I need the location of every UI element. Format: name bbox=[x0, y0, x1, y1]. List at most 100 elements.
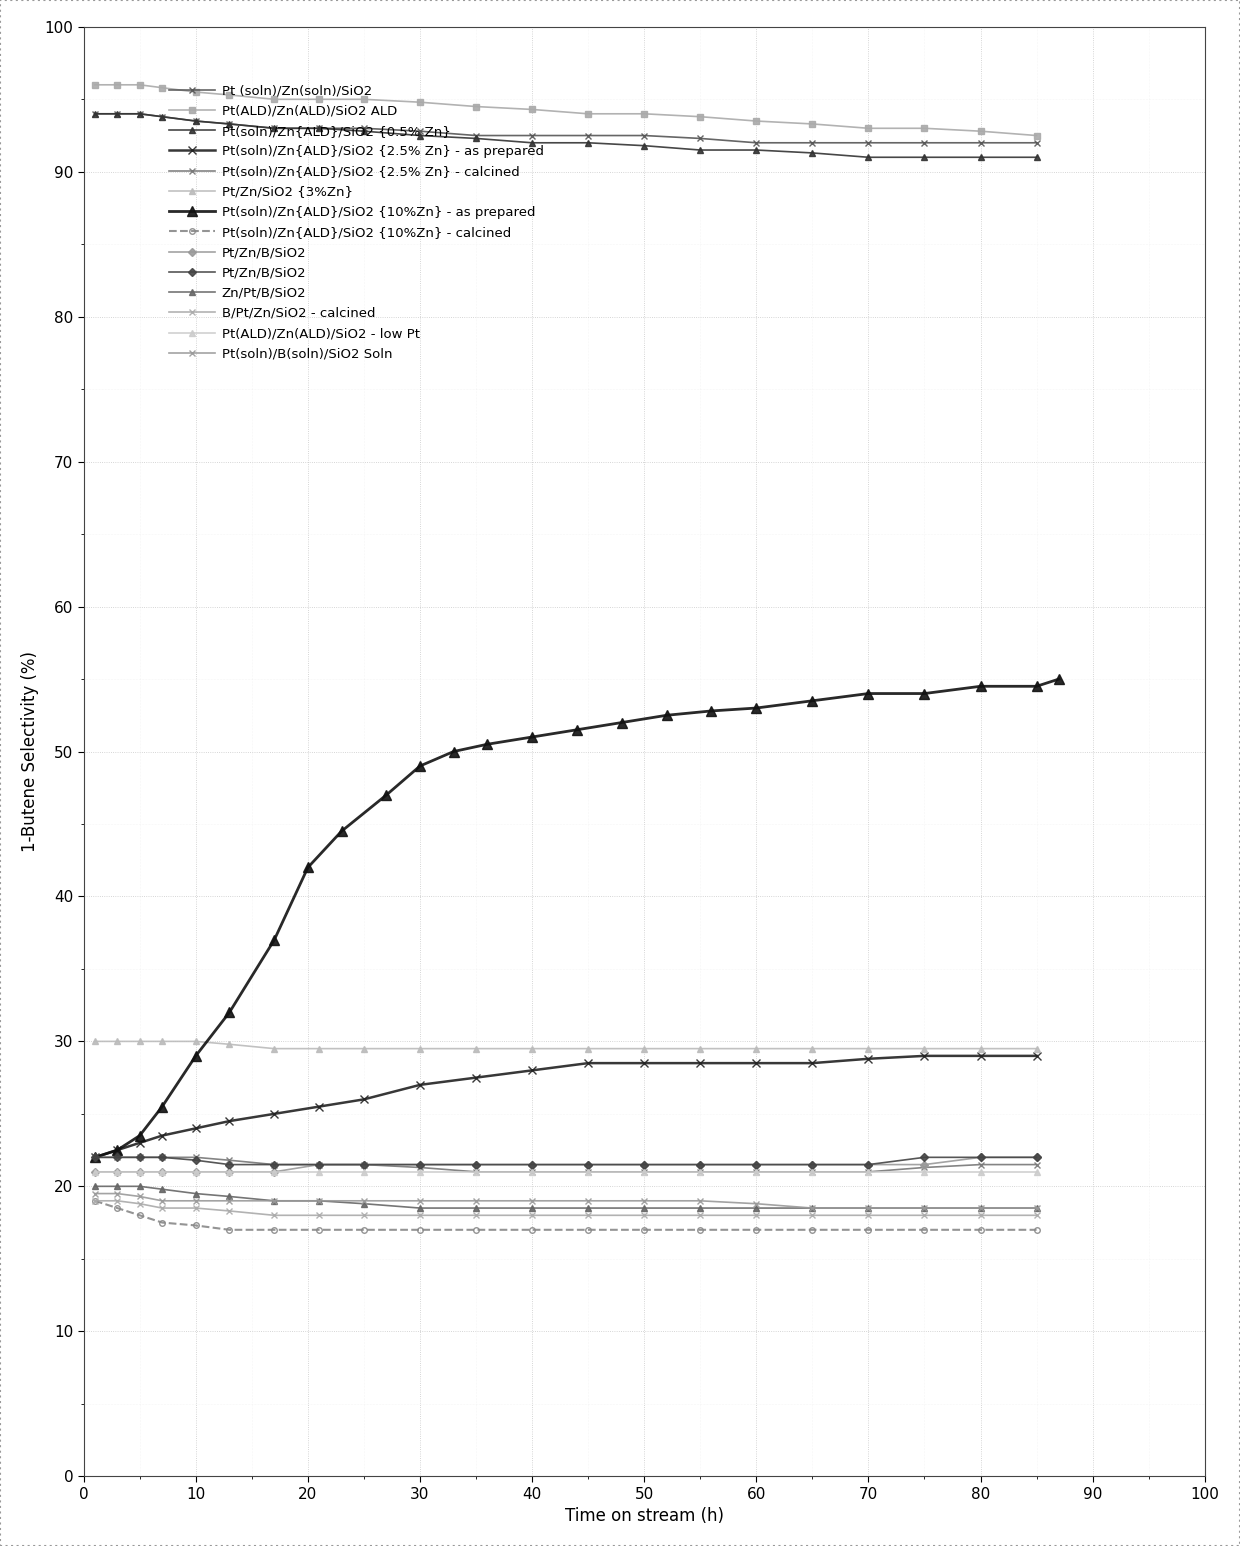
Pt(soln)/Zn{ALD}/SiO2 {2.5% Zn} - calcined bbox=[469, 1163, 484, 1181]
Zn/Pt/B/SiO2 bbox=[580, 1198, 595, 1217]
Pt/Zn/B/SiO2 bbox=[918, 1155, 932, 1173]
Pt(soln)/Zn{ALD}/SiO2 {10%Zn} - calcined bbox=[861, 1220, 875, 1238]
Pt(soln)/B(soln)/SiO2 Soln bbox=[88, 1184, 103, 1203]
Pt(soln)/Zn{ALD}/SiO2 {10%Zn} - as prepared bbox=[918, 685, 932, 703]
Pt/Zn/B/SiO2 bbox=[749, 1155, 764, 1173]
Pt(ALD)/Zn(ALD)/SiO2 - low Pt bbox=[918, 1163, 932, 1181]
Pt(soln)/Zn{ALD}/SiO2 {10%Zn} - as prepared bbox=[413, 756, 428, 775]
Pt(ALD)/Zn(ALD)/SiO2 ALD bbox=[222, 85, 237, 104]
Pt(soln)/Zn{ALD}/SiO2 {0.5% Zn} bbox=[1029, 148, 1044, 167]
Pt(soln)/Zn{ALD}/SiO2 {2.5% Zn} - as prepared bbox=[188, 1119, 203, 1138]
Pt(soln)/Zn{ALD}/SiO2 {2.5% Zn} - as prepared bbox=[525, 1061, 539, 1079]
Pt(ALD)/Zn(ALD)/SiO2 ALD bbox=[110, 76, 125, 94]
Pt(soln)/Zn{ALD}/SiO2 {2.5% Zn} - as prepared bbox=[469, 1068, 484, 1087]
B/Pt/Zn/SiO2 - calcined bbox=[155, 1198, 170, 1217]
Pt/Zn/B/SiO2 bbox=[973, 1149, 988, 1167]
Pt(ALD)/Zn(ALD)/SiO2 ALD bbox=[1029, 127, 1044, 145]
Pt(soln)/Zn{ALD}/SiO2 {10%Zn} - as prepared bbox=[973, 677, 988, 696]
Pt/Zn/B/SiO2 bbox=[469, 1155, 484, 1173]
Pt(soln)/B(soln)/SiO2 Soln bbox=[918, 1198, 932, 1217]
Pt(soln)/Zn{ALD}/SiO2 {0.5% Zn} bbox=[110, 105, 125, 124]
Pt/Zn/B/SiO2 bbox=[88, 1149, 103, 1167]
Pt(soln)/B(soln)/SiO2 Soln bbox=[413, 1192, 428, 1211]
Pt(soln)/Zn{ALD}/SiO2 {10%Zn} - calcined bbox=[311, 1220, 326, 1238]
Pt/Zn/B/SiO2 bbox=[222, 1155, 237, 1173]
Pt(soln)/Zn{ALD}/SiO2 {10%Zn} - as prepared bbox=[805, 691, 820, 710]
Pt(soln)/Zn{ALD}/SiO2 {2.5% Zn} - as prepared bbox=[749, 1054, 764, 1073]
Pt (soln)/Zn(soln)/SiO2 bbox=[749, 133, 764, 152]
Line: Pt(soln)/Zn{ALD}/SiO2 {10%Zn} - as prepared: Pt(soln)/Zn{ALD}/SiO2 {10%Zn} - as prepa… bbox=[91, 674, 1064, 1163]
Pt(soln)/Zn{ALD}/SiO2 {10%Zn} - as prepared bbox=[300, 858, 315, 877]
Pt (soln)/Zn(soln)/SiO2 bbox=[637, 127, 652, 145]
Pt(soln)/B(soln)/SiO2 Soln bbox=[469, 1192, 484, 1211]
Zn/Pt/B/SiO2 bbox=[222, 1187, 237, 1206]
Pt/Zn/B/SiO2 bbox=[88, 1163, 103, 1181]
Pt/Zn/SiO2 {3%Zn} bbox=[222, 1034, 237, 1053]
B/Pt/Zn/SiO2 - calcined bbox=[88, 1192, 103, 1211]
Pt(soln)/Zn{ALD}/SiO2 {0.5% Zn} bbox=[155, 107, 170, 125]
Zn/Pt/B/SiO2 bbox=[133, 1177, 148, 1195]
Pt (soln)/Zn(soln)/SiO2 bbox=[155, 107, 170, 125]
Pt/Zn/SiO2 {3%Zn} bbox=[155, 1033, 170, 1051]
Pt(soln)/Zn{ALD}/SiO2 {0.5% Zn} bbox=[188, 111, 203, 130]
Pt(soln)/Zn{ALD}/SiO2 {2.5% Zn} - as prepared bbox=[357, 1090, 372, 1108]
Pt/Zn/B/SiO2 bbox=[580, 1155, 595, 1173]
Pt(ALD)/Zn(ALD)/SiO2 - low Pt bbox=[637, 1163, 652, 1181]
Pt(soln)/Zn{ALD}/SiO2 {2.5% Zn} - calcined bbox=[973, 1155, 988, 1173]
Pt/Zn/B/SiO2 bbox=[155, 1163, 170, 1181]
Pt(soln)/Zn{ALD}/SiO2 {10%Zn} - as prepared bbox=[155, 1098, 170, 1116]
B/Pt/Zn/SiO2 - calcined bbox=[469, 1206, 484, 1224]
Pt(soln)/Zn{ALD}/SiO2 {10%Zn} - as prepared bbox=[110, 1141, 125, 1160]
Pt(soln)/B(soln)/SiO2 Soln bbox=[1029, 1198, 1044, 1217]
Pt(ALD)/Zn(ALD)/SiO2 ALD bbox=[188, 83, 203, 102]
Pt(soln)/Zn{ALD}/SiO2 {0.5% Zn} bbox=[973, 148, 988, 167]
Zn/Pt/B/SiO2 bbox=[918, 1198, 932, 1217]
Pt(soln)/Zn{ALD}/SiO2 {2.5% Zn} - calcined bbox=[805, 1163, 820, 1181]
Pt/Zn/SiO2 {3%Zn} bbox=[133, 1033, 148, 1051]
Pt/Zn/SiO2 {3%Zn} bbox=[861, 1039, 875, 1057]
Pt (soln)/Zn(soln)/SiO2 bbox=[88, 105, 103, 124]
Line: Pt(soln)/B(soln)/SiO2 Soln: Pt(soln)/B(soln)/SiO2 Soln bbox=[92, 1190, 1039, 1211]
Pt/Zn/SiO2 {3%Zn} bbox=[357, 1039, 372, 1057]
Pt/Zn/B/SiO2 bbox=[525, 1155, 539, 1173]
Pt/Zn/B/SiO2 bbox=[973, 1149, 988, 1167]
Pt(soln)/Zn{ALD}/SiO2 {2.5% Zn} - calcined bbox=[133, 1149, 148, 1167]
Pt(soln)/Zn{ALD}/SiO2 {10%Zn} - as prepared bbox=[334, 822, 348, 841]
Pt(soln)/Zn{ALD}/SiO2 {10%Zn} - as prepared bbox=[749, 699, 764, 717]
Pt/Zn/SiO2 {3%Zn} bbox=[693, 1039, 708, 1057]
B/Pt/Zn/SiO2 - calcined bbox=[110, 1192, 125, 1211]
Line: Zn/Pt/B/SiO2: Zn/Pt/B/SiO2 bbox=[92, 1183, 1040, 1212]
Pt(soln)/Zn{ALD}/SiO2 {2.5% Zn} - as prepared bbox=[861, 1050, 875, 1068]
Pt(ALD)/Zn(ALD)/SiO2 - low Pt bbox=[469, 1163, 484, 1181]
B/Pt/Zn/SiO2 - calcined bbox=[222, 1201, 237, 1220]
Pt (soln)/Zn(soln)/SiO2 bbox=[1029, 133, 1044, 152]
Pt (soln)/Zn(soln)/SiO2 bbox=[222, 114, 237, 133]
Pt(ALD)/Zn(ALD)/SiO2 ALD bbox=[749, 111, 764, 130]
Pt(soln)/Zn{ALD}/SiO2 {0.5% Zn} bbox=[861, 148, 875, 167]
Pt/Zn/SiO2 {3%Zn} bbox=[637, 1039, 652, 1057]
Pt/Zn/B/SiO2 bbox=[311, 1155, 326, 1173]
Pt(ALD)/Zn(ALD)/SiO2 ALD bbox=[357, 90, 372, 108]
Zn/Pt/B/SiO2 bbox=[973, 1198, 988, 1217]
Zn/Pt/B/SiO2 bbox=[110, 1177, 125, 1195]
B/Pt/Zn/SiO2 - calcined bbox=[805, 1206, 820, 1224]
Zn/Pt/B/SiO2 bbox=[637, 1198, 652, 1217]
Pt(soln)/Zn{ALD}/SiO2 {0.5% Zn} bbox=[749, 141, 764, 159]
B/Pt/Zn/SiO2 - calcined bbox=[861, 1206, 875, 1224]
Pt(ALD)/Zn(ALD)/SiO2 - low Pt bbox=[749, 1163, 764, 1181]
Zn/Pt/B/SiO2 bbox=[861, 1198, 875, 1217]
Pt(soln)/Zn{ALD}/SiO2 {10%Zn} - calcined bbox=[188, 1217, 203, 1235]
Zn/Pt/B/SiO2 bbox=[188, 1184, 203, 1203]
Pt(soln)/Zn{ALD}/SiO2 {2.5% Zn} - calcined bbox=[110, 1149, 125, 1167]
Zn/Pt/B/SiO2 bbox=[693, 1198, 708, 1217]
Pt(soln)/B(soln)/SiO2 Soln bbox=[805, 1198, 820, 1217]
B/Pt/Zn/SiO2 - calcined bbox=[525, 1206, 539, 1224]
Pt(soln)/Zn{ALD}/SiO2 {10%Zn} - calcined bbox=[357, 1220, 372, 1238]
Pt(soln)/Zn{ALD}/SiO2 {10%Zn} - calcined bbox=[637, 1220, 652, 1238]
Zn/Pt/B/SiO2 bbox=[805, 1198, 820, 1217]
Pt/Zn/B/SiO2 bbox=[805, 1155, 820, 1173]
Pt(soln)/Zn{ALD}/SiO2 {2.5% Zn} - calcined bbox=[693, 1163, 708, 1181]
Pt (soln)/Zn(soln)/SiO2 bbox=[188, 111, 203, 130]
Pt(ALD)/Zn(ALD)/SiO2 - low Pt bbox=[580, 1163, 595, 1181]
Pt(soln)/Zn{ALD}/SiO2 {10%Zn} - calcined bbox=[469, 1220, 484, 1238]
